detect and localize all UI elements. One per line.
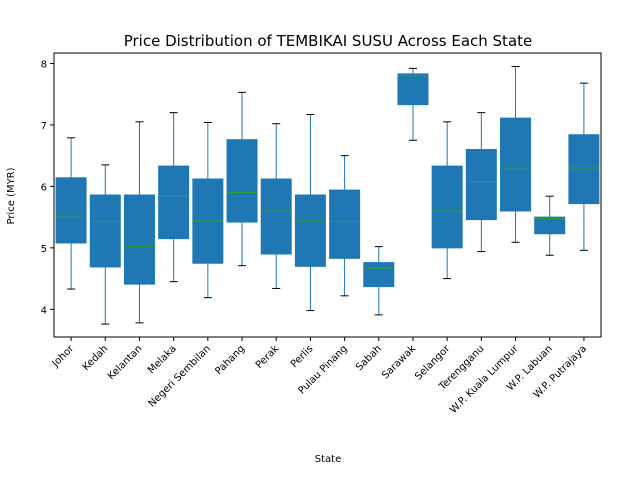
x-tick-label: Kedah: [81, 343, 111, 373]
x-tick-label: Kelantan: [106, 343, 145, 382]
x-axis-label: State: [315, 454, 341, 465]
x-tick-label: Perak: [254, 343, 282, 371]
box: [363, 262, 395, 288]
box: [55, 177, 87, 244]
y-tick-label: 7: [41, 121, 47, 132]
x-tick-label: Melaka: [146, 343, 179, 376]
box: [465, 149, 497, 221]
plot-frame: [53, 52, 602, 338]
x-tick-label: Pahang: [213, 343, 247, 377]
x-tick-label: Negeri Sembilan: [147, 343, 213, 409]
box: [158, 165, 190, 240]
x-tick-label: Johor: [50, 343, 77, 370]
box: [568, 134, 600, 205]
box: [534, 216, 566, 235]
box: [89, 194, 121, 268]
y-tick-label: 5: [41, 244, 47, 255]
y-tick-label: 8: [41, 59, 47, 70]
box: [431, 165, 463, 249]
box: [329, 189, 361, 259]
box: [500, 117, 532, 212]
box: [226, 139, 258, 223]
x-tick-label: Sabah: [354, 343, 384, 373]
y-tick-label: 6: [41, 182, 47, 193]
x-tick-label: Sarawak: [380, 343, 418, 381]
y-axis-label: Price (MYR): [6, 167, 17, 224]
box: [123, 194, 155, 285]
box: [397, 73, 429, 106]
box: [294, 194, 326, 267]
y-tick-label: 4: [41, 305, 47, 316]
x-tick-label: Perlis: [289, 343, 316, 370]
box: [260, 178, 292, 255]
chart-title: Price Distribution of TEMBIKAI SUSU Acro…: [124, 32, 533, 50]
